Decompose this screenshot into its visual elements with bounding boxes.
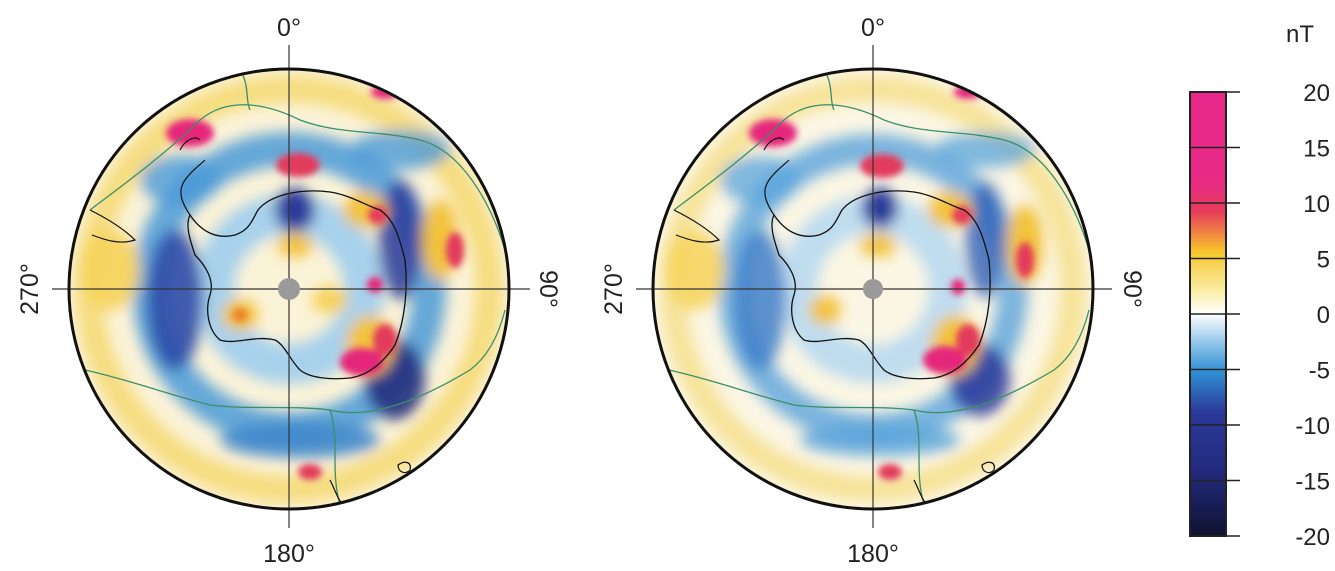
polar-map-right: 0° 180° 270° 90° [600,14,1146,568]
label-top-right: 0° [861,14,885,42]
colorbar-ticks: 20 15 10 5 0 -5 -10 -15 -20 [1190,80,1330,551]
map-border-right [651,67,1095,511]
pole-hole-left [278,278,300,300]
label-right-right: 90° [1118,270,1146,308]
label-bottom-right: 180° [847,540,899,568]
polar-map-left: 0° 180° 270° 90° [16,14,562,568]
colorbar-tick-label: 5 [1317,247,1330,274]
colorbar-tick-label: 10 [1303,191,1330,218]
colorbar-tick-label: -5 [1309,358,1330,385]
colorbar-tick-label: 20 [1303,80,1330,107]
colorbar-tick-label: -10 [1295,413,1330,440]
label-top-left: 0° [277,14,301,42]
colorbar-tick-label: -15 [1295,469,1330,496]
label-bottom-left: 180° [263,540,315,568]
colorbar: nT 20 15 10 5 0 -5 -10 -15 -20 [1189,21,1330,551]
label-right-left: 90° [534,270,562,308]
colorbar-tick-label: 15 [1303,136,1330,163]
colorbar-tick-label: -20 [1295,524,1330,551]
map-border-left [67,67,511,511]
pole-hole-right [863,279,883,299]
colorbar-tick-label: 0 [1317,302,1330,329]
colorbar-unit: nT [1286,21,1314,48]
label-left-right: 270° [600,263,628,315]
label-left-left: 270° [16,263,44,315]
